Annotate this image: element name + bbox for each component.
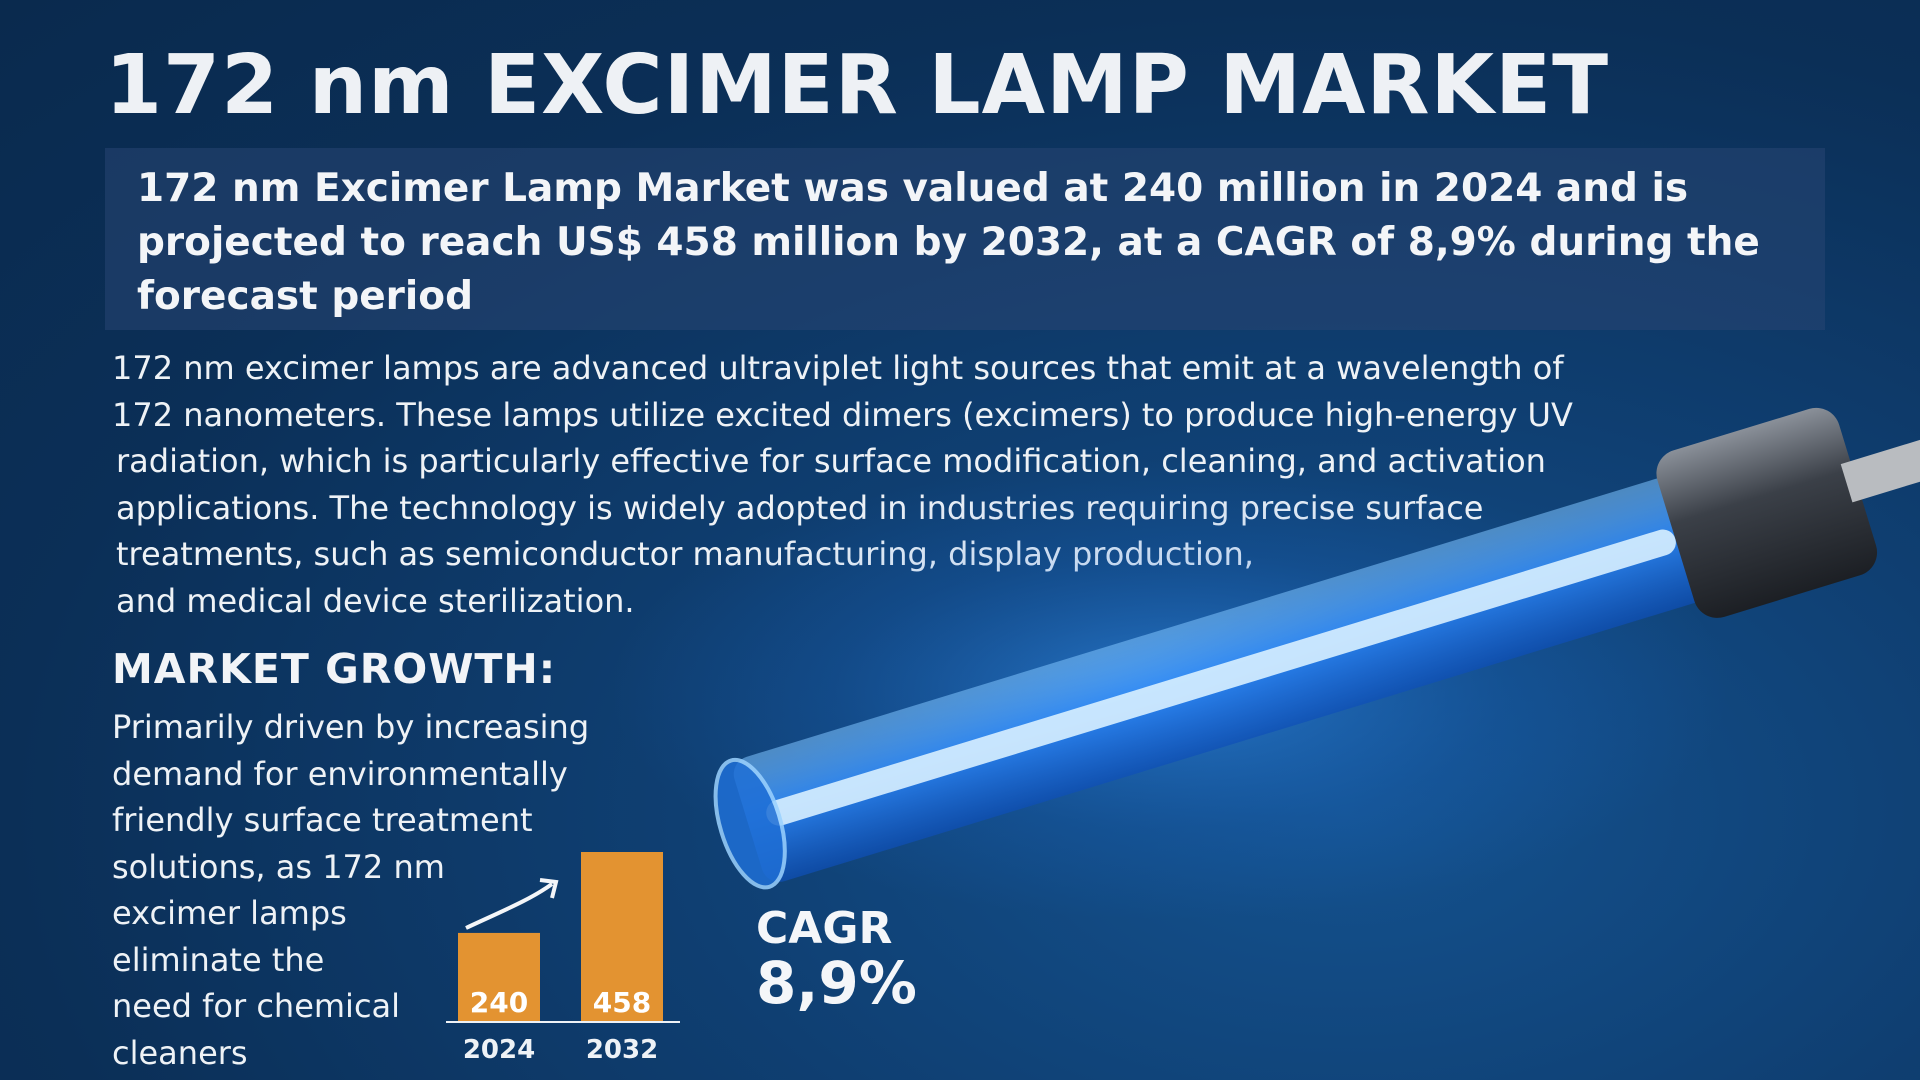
bar-value-label: 240 — [470, 986, 528, 1019]
trend-arrowhead-icon — [539, 878, 559, 899]
page-title: 172 nm EXCIMER LAMP MARKET — [105, 38, 1610, 133]
bars-layer: 240 2024 458 2032 — [458, 852, 663, 1065]
bar-value-label: 458 — [593, 986, 651, 1019]
summary-text: 172 nm Excimer Lamp Market was valued at… — [137, 166, 1760, 319]
cagr-label: CAGR — [756, 903, 893, 954]
growth-line: eliminate the — [112, 940, 325, 979]
market-growth-heading: MARKET GROWTH: — [112, 645, 557, 693]
lamp-filament — [766, 529, 1676, 826]
cagr-callout: CAGR 8,9% — [756, 903, 917, 1017]
growth-line: need for chemical — [112, 987, 401, 1025]
growth-line: cleaners — [112, 1033, 248, 1072]
lamp-cable — [1840, 423, 1920, 503]
x-tick-label: 2024 — [463, 1035, 535, 1065]
summary-box: 172 nm Excimer Lamp Market was valued at… — [105, 148, 1825, 330]
description-line: and medical device sterilization. — [116, 581, 635, 620]
market-growth-text: Primarily driven by increasing demand fo… — [112, 704, 672, 1076]
bar-2032 — [581, 852, 663, 1022]
trend-arrow-icon — [465, 882, 554, 930]
x-tick-label: 2032 — [586, 1035, 658, 1065]
cagr-value: 8,9% — [756, 949, 917, 1017]
description-line: 172 nm excimer lamps are advanced ultrav… — [112, 349, 1564, 387]
growth-line: solutions, as 172 nm — [112, 847, 445, 886]
lamp-cap — [1656, 407, 1878, 618]
bar-2024 — [458, 932, 540, 1022]
lamp-tube-end — [713, 757, 787, 890]
growth-line: friendly surface treatment — [112, 801, 533, 839]
growth-line: Primarily driven by increasing — [112, 708, 590, 746]
growth-line: excimer lamps — [112, 894, 347, 932]
description-line: 172 nanometers. These lamps utilize exci… — [112, 395, 1573, 434]
growth-line: demand for environmentally — [112, 754, 568, 793]
